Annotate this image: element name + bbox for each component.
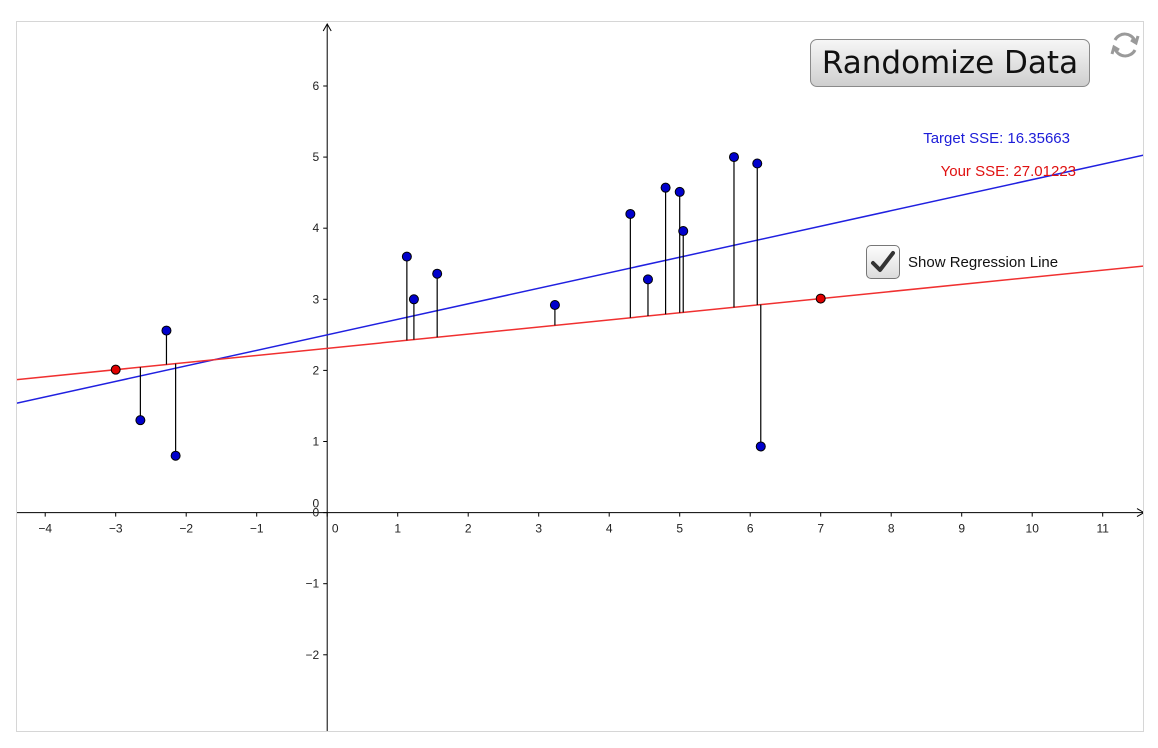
x-tick-label: −4 bbox=[38, 522, 52, 536]
data-point bbox=[674, 186, 685, 197]
axes bbox=[17, 22, 1143, 731]
target-sse-text: Target SSE: 16.35663 bbox=[923, 130, 1070, 147]
graph-canvas[interactable]: −4 −3 −2 −1 0 1 2 3 4 5 6 7 8 9 10 11 −2 −1 0 1 2 3 4 5 6 0 bbox=[17, 22, 1144, 732]
x-tick-label: 0 bbox=[332, 522, 339, 536]
y-tick-label: 4 bbox=[313, 221, 320, 235]
data-point bbox=[678, 226, 689, 237]
data-point bbox=[401, 251, 412, 262]
axis-labels: −4 −3 −2 −1 0 1 2 3 4 5 6 7 8 9 10 11 −2 −1 0 1 2 3 4 5 6 0 bbox=[38, 79, 1109, 662]
y-tick-label: −2 bbox=[306, 648, 320, 662]
y-axis-arrow bbox=[322, 22, 332, 32]
data-point bbox=[642, 274, 653, 285]
refresh-icon[interactable] bbox=[1108, 28, 1142, 62]
data-point bbox=[660, 182, 671, 193]
data-point bbox=[161, 325, 172, 336]
y-tick-label: 2 bbox=[313, 363, 320, 377]
x-tick-label: 8 bbox=[888, 522, 895, 536]
user-line bbox=[17, 265, 1143, 381]
x-tick-label: −3 bbox=[109, 522, 123, 536]
y-tick-label: 5 bbox=[313, 150, 320, 164]
x-tick-label: 3 bbox=[535, 522, 542, 536]
line-control-point-left[interactable] bbox=[110, 364, 121, 375]
your-sse-text: Your SSE: 27.01223 bbox=[940, 163, 1076, 180]
y-tick-label: 3 bbox=[313, 292, 320, 306]
data-point bbox=[135, 415, 146, 426]
data-point bbox=[728, 152, 739, 163]
x-tick-label: 4 bbox=[606, 522, 613, 536]
data-points bbox=[135, 152, 766, 461]
lines bbox=[17, 154, 1143, 404]
data-point bbox=[432, 268, 443, 279]
x-tick-label: 5 bbox=[676, 522, 683, 536]
x-axis-arrow bbox=[1136, 508, 1143, 518]
x-tick-label: 2 bbox=[465, 522, 472, 536]
x-tick-label: 11 bbox=[1096, 522, 1109, 536]
x-tick-label: 10 bbox=[1026, 522, 1040, 536]
regression-line bbox=[17, 154, 1143, 404]
y-tick-label: 6 bbox=[313, 79, 320, 93]
data-point bbox=[170, 450, 181, 461]
x-tick-label: −2 bbox=[179, 522, 193, 536]
x-tick-label: 1 bbox=[394, 522, 401, 536]
data-point bbox=[549, 299, 560, 310]
line-control-point-right[interactable] bbox=[815, 293, 826, 304]
y-tick-label: −1 bbox=[306, 577, 320, 591]
regression-checkbox[interactable] bbox=[866, 245, 900, 279]
checkmark-icon bbox=[871, 251, 895, 272]
data-point bbox=[752, 158, 763, 169]
show-regression-line-toggle[interactable]: Show Regression Line bbox=[866, 244, 1058, 280]
show-regression-line-label: Show Regression Line bbox=[908, 253, 1059, 271]
x-tick-label: 7 bbox=[817, 522, 824, 536]
randomize-data-button[interactable]: Randomize Data bbox=[810, 39, 1090, 87]
x-tick-label: 6 bbox=[747, 522, 754, 536]
data-point bbox=[755, 441, 766, 452]
line-control-points[interactable] bbox=[110, 293, 826, 375]
y-tick-label: 0 bbox=[313, 506, 320, 520]
graphics-view[interactable]: −4 −3 −2 −1 0 1 2 3 4 5 6 7 8 9 10 11 −2 −1 0 1 2 3 4 5 6 0 bbox=[16, 21, 1144, 732]
y-tick-label: 1 bbox=[313, 434, 320, 448]
x-tick-label: 9 bbox=[958, 522, 965, 536]
data-point bbox=[408, 294, 419, 305]
x-tick-label: −1 bbox=[250, 522, 264, 536]
origin-label: 0 bbox=[313, 497, 320, 511]
data-point bbox=[625, 208, 636, 219]
residuals bbox=[139, 157, 762, 456]
